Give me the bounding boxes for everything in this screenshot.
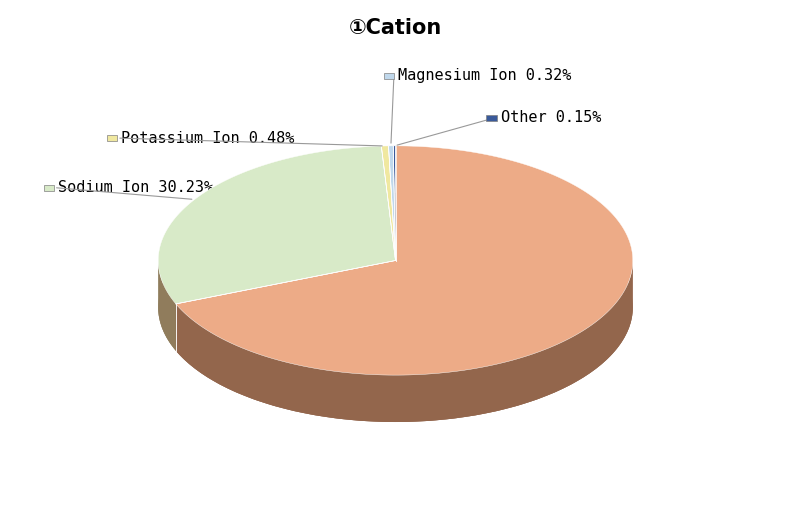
Polygon shape: [388, 146, 396, 260]
Polygon shape: [158, 261, 176, 351]
Text: ①Cation: ①Cation: [349, 18, 442, 38]
Polygon shape: [176, 260, 633, 422]
Text: Sodium Ion 30.23%: Sodium Ion 30.23%: [58, 180, 213, 195]
Text: Calcium Ion
  68.82%: Calcium Ion 68.82%: [421, 250, 520, 282]
Polygon shape: [393, 146, 396, 260]
Ellipse shape: [158, 193, 633, 422]
Text: Magnesium Ion 0.32%: Magnesium Ion 0.32%: [398, 68, 571, 83]
Bar: [486, 115, 497, 121]
Polygon shape: [381, 146, 396, 260]
Polygon shape: [158, 260, 633, 422]
Polygon shape: [176, 146, 633, 375]
Bar: [107, 135, 117, 141]
Text: Potassium Ion 0.48%: Potassium Ion 0.48%: [121, 131, 294, 145]
Bar: [44, 185, 54, 191]
Bar: [384, 73, 394, 79]
Text: Other 0.15%: Other 0.15%: [501, 110, 601, 125]
Polygon shape: [158, 146, 396, 304]
